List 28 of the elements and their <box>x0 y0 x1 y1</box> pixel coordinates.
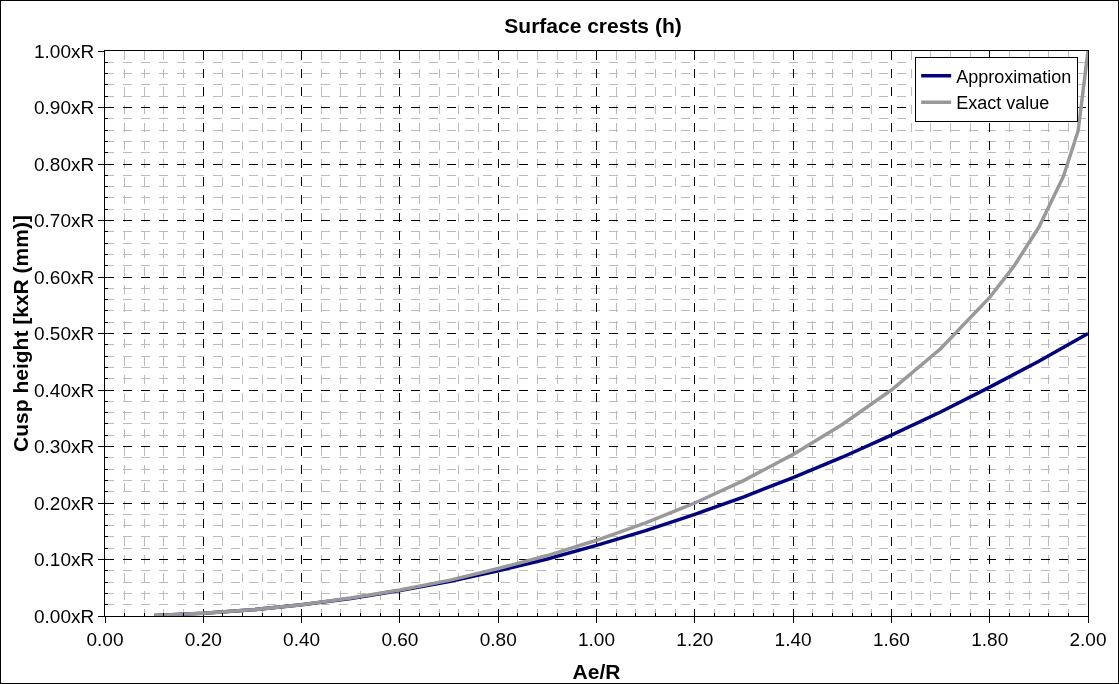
x-tick-label: 2.00 <box>1069 628 1107 650</box>
x-tick-label: 1.40 <box>774 628 812 650</box>
legend-label: Exact value <box>956 93 1050 114</box>
y-tick-label: 0.90xR <box>34 97 95 119</box>
x-tick-label: 0.00 <box>86 628 124 650</box>
y-tick-label: 0.60xR <box>34 266 95 288</box>
x-tick-label: 1.60 <box>872 628 910 650</box>
x-tick-label: 0.60 <box>381 628 419 650</box>
y-tick-label: 0.80xR <box>34 153 95 175</box>
chart-title: Surface crests (h) <box>504 13 682 37</box>
line-series <box>152 51 1088 616</box>
y-tick-label: 0.40xR <box>34 379 95 401</box>
x-tick-label: 0.20 <box>184 628 222 650</box>
x-tick-label: 0.80 <box>479 628 517 650</box>
y-tick-label: 0.70xR <box>34 210 95 232</box>
x-tick-label: 0.40 <box>283 628 321 650</box>
y-tick-label: 0.30xR <box>34 436 95 458</box>
y-tick-label: 1.00xR <box>34 40 95 62</box>
y-axis-title: Cusp height [kxR (mm)] <box>9 215 32 452</box>
legend-label: Approximation <box>956 66 1072 87</box>
x-axis-title: Ae/R <box>572 660 621 683</box>
y-tick-label: 0.10xR <box>34 549 95 571</box>
x-tick-label: 1.80 <box>971 628 1009 650</box>
y-tick-label: 0.00xR <box>34 605 95 627</box>
y-tick-label: 0.50xR <box>34 323 95 345</box>
y-tick-label: 0.20xR <box>34 492 95 514</box>
x-tick-label: 1.20 <box>676 628 714 650</box>
x-tick-label: 1.00 <box>578 628 615 650</box>
